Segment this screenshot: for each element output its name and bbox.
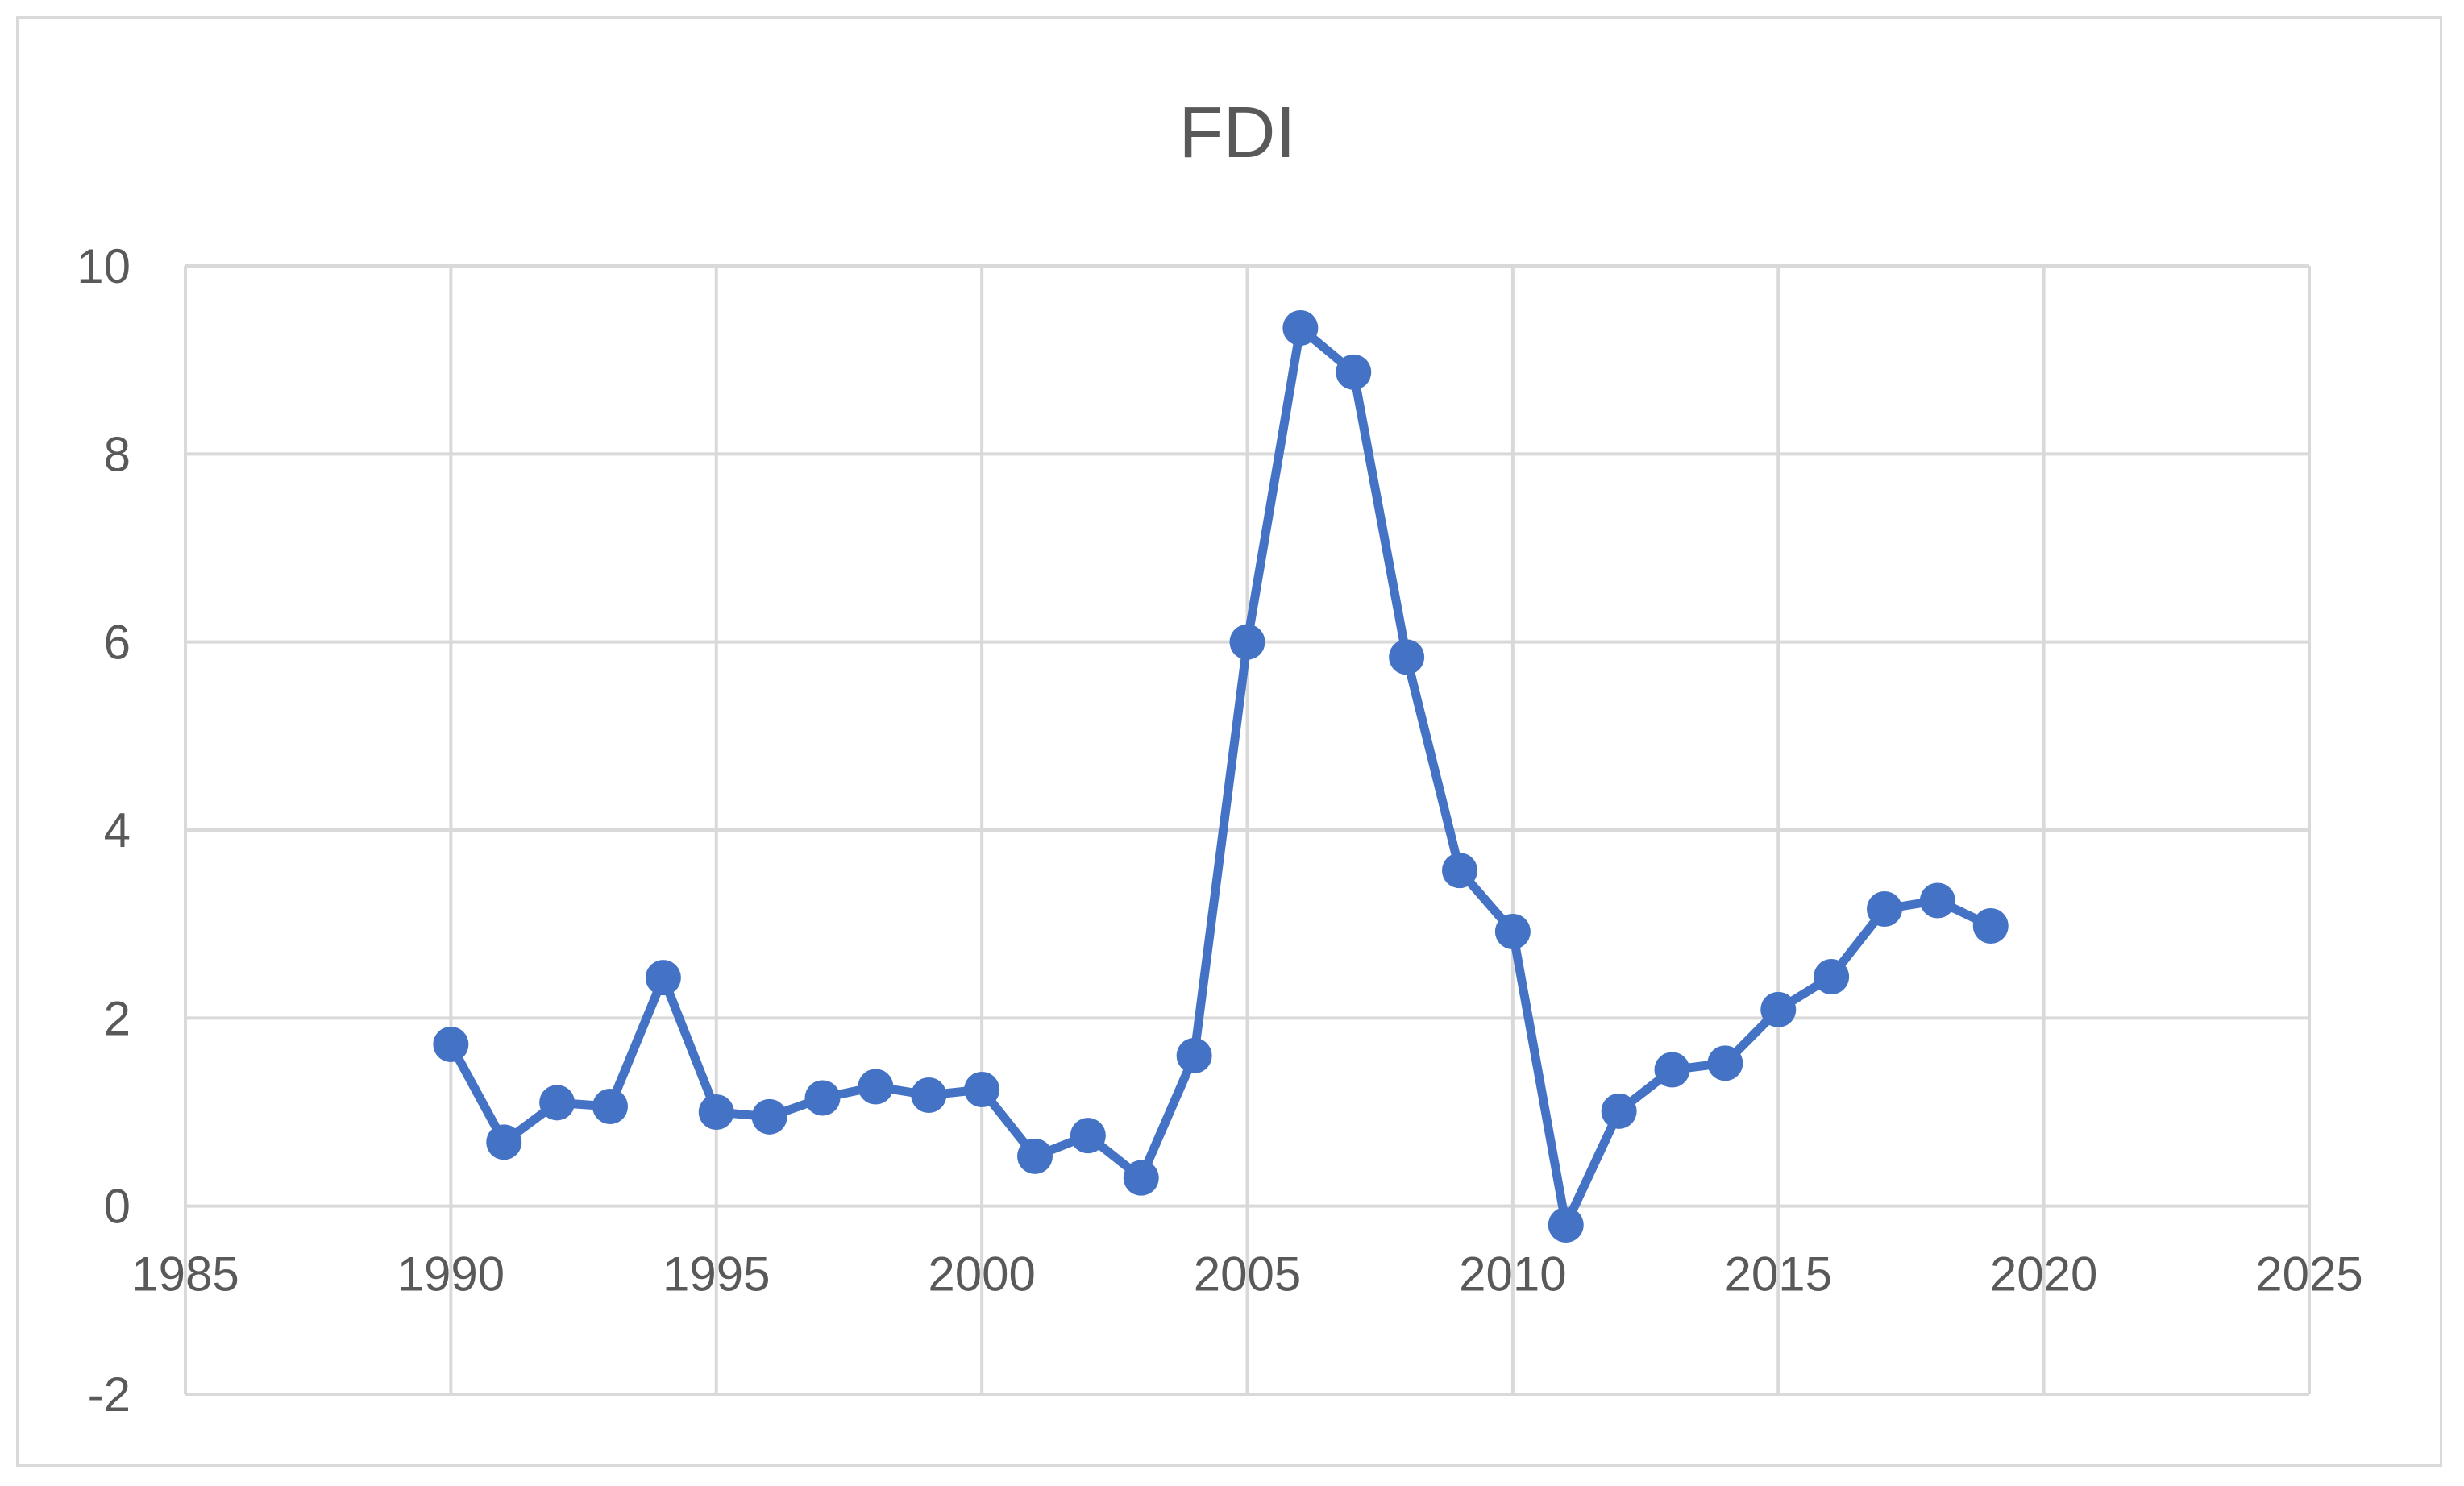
data-point-1990 — [433, 1027, 469, 1062]
tick-labels: -2 0 2 4 6 8 10 1985 1990 1995 2000 2005 2010 2015 202… — [77, 239, 2362, 1422]
y-tick-label: 8 — [104, 427, 131, 481]
y-tick-label: 10 — [77, 239, 131, 293]
data-point-1999 — [911, 1077, 947, 1113]
x-tick-label: 1990 — [397, 1247, 505, 1301]
x-tick-label: 2010 — [1459, 1247, 1566, 1301]
x-tick-label: 2020 — [1990, 1247, 2097, 1301]
y-tick-label: 4 — [104, 803, 131, 857]
data-point-2010 — [1494, 914, 1531, 949]
series-line — [446, 323, 1996, 1230]
data-point-2008 — [1389, 639, 1425, 675]
data-point-2009 — [1442, 853, 1477, 889]
data-point-2018 — [1919, 882, 1955, 919]
data-point-2002 — [1070, 1118, 1106, 1154]
x-tick-label: 2025 — [2255, 1247, 2362, 1301]
data-point-2006 — [1282, 310, 1319, 346]
y-tick-label: 6 — [104, 616, 131, 670]
data-point-1998 — [858, 1069, 894, 1105]
data-point-1991 — [486, 1124, 522, 1160]
data-point-2004 — [1176, 1038, 1212, 1073]
data-point-2005 — [1229, 624, 1265, 660]
data-point-2013 — [1654, 1052, 1690, 1088]
x-tick-label: 2005 — [1194, 1247, 1301, 1301]
x-tick-label: 2015 — [1725, 1247, 1832, 1301]
data-point-2007 — [1336, 354, 1372, 390]
data-point-2001 — [1017, 1138, 1053, 1174]
data-point-1996 — [751, 1098, 787, 1135]
x-tick-label: 1985 — [131, 1247, 239, 1301]
y-tick-label: 2 — [104, 991, 131, 1045]
data-point-1994 — [645, 960, 681, 996]
data-point-1995 — [698, 1094, 734, 1130]
data-point-2017 — [1867, 891, 1902, 927]
data-point-2014 — [1707, 1045, 1743, 1081]
data-point-2015 — [1760, 991, 1797, 1027]
data-point-2012 — [1601, 1093, 1637, 1129]
x-tick-label: 2000 — [928, 1247, 1035, 1301]
data-point-1992 — [539, 1085, 575, 1121]
grid — [184, 264, 2311, 1396]
chart-frame — [16, 16, 2442, 1467]
y-tick-label: -2 — [88, 1368, 131, 1422]
data-point-1993 — [592, 1089, 628, 1124]
data-point-1997 — [804, 1080, 841, 1116]
data-point-2019 — [1972, 908, 2009, 944]
data-point-2000 — [964, 1072, 1000, 1107]
y-tick-label: 0 — [104, 1180, 131, 1234]
chart-title: FDI — [1179, 93, 1296, 173]
data-point-2003 — [1123, 1160, 1159, 1196]
series-fdi — [433, 310, 2009, 1243]
data-point-2016 — [1814, 959, 1850, 994]
x-tick-label: 1995 — [663, 1247, 770, 1301]
data-point-2011 — [1548, 1207, 1584, 1243]
